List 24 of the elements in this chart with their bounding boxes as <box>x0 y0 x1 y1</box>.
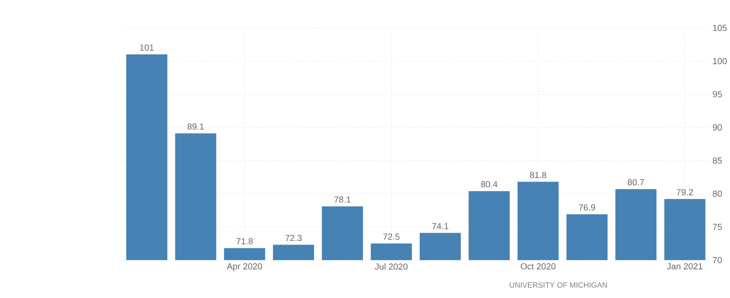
y-tick-label: 75 <box>712 224 722 230</box>
y-tick-label: 70 <box>712 257 722 264</box>
data-label: 81.8 <box>530 172 546 178</box>
x-tick-label: Jan 2021 <box>666 263 702 270</box>
data-label: 80.7 <box>628 179 644 186</box>
data-label: 74.1 <box>432 223 448 230</box>
y-tick-label: 100 <box>713 58 727 64</box>
data-label: 76.9 <box>578 204 596 211</box>
data-label: 72.5 <box>383 234 400 240</box>
y-tick-label: 90 <box>712 124 722 131</box>
y-tick-label: 85 <box>712 158 722 164</box>
data-label: 78.1 <box>334 196 351 203</box>
data-label: 72.3 <box>285 234 302 242</box>
data-label: 101 <box>140 44 154 51</box>
x-tick-label: Apr 2020 <box>226 263 262 272</box>
x-tick-label: Oct 2020 <box>520 263 556 270</box>
y-tick-label: 95 <box>712 91 722 98</box>
data-label: 80.4 <box>481 181 498 188</box>
x-tick-label: Jul 2020 <box>374 263 408 270</box>
data-label: 89.1 <box>188 123 204 130</box>
data-label: 79.2 <box>676 189 693 196</box>
y-tick-label: 105 <box>713 24 727 32</box>
y-tick-label: 80 <box>712 190 722 197</box>
data-label: 71.8 <box>236 238 253 244</box>
